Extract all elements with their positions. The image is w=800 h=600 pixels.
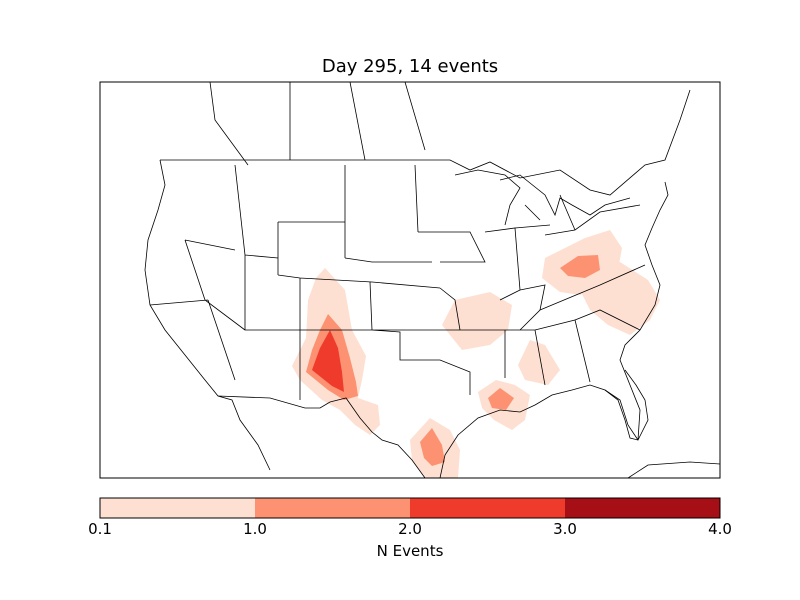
- colorbar-segment-2: [255, 498, 410, 518]
- colorbar-tick: 2.0: [398, 520, 422, 538]
- region-louisiana-core: [488, 388, 514, 410]
- region-nm-peak: [312, 330, 344, 392]
- atlantic-coast: [619, 181, 669, 441]
- colorbar-segment-4: [565, 498, 720, 518]
- colorbar-label: N Events: [376, 542, 444, 560]
- colorbar-tick: 3.0: [553, 520, 577, 538]
- colorbar-tick: 1.0: [243, 520, 267, 538]
- event-contours: [292, 230, 660, 478]
- region-south-texas-core: [420, 428, 445, 466]
- mexico-border: [217, 395, 426, 478]
- state-lines: [149, 164, 646, 400]
- contour-level-3: [312, 330, 344, 392]
- gulf-coast: [439, 384, 639, 478]
- region-arkansas: [442, 292, 512, 350]
- boundaries: [144, 82, 720, 478]
- florida: [604, 369, 649, 441]
- cuba: [627, 461, 720, 478]
- colorbar-frame: [99, 497, 721, 519]
- region-alabama: [518, 340, 560, 385]
- west-coast: [144, 159, 271, 471]
- canada-lines: [209, 82, 426, 166]
- great-lakes: [454, 169, 631, 226]
- colorbar-segment-1: [100, 498, 255, 518]
- colorbar-tick: 0.1: [88, 520, 112, 538]
- colorbar-segment-3: [410, 498, 565, 518]
- us-canada-border: [160, 89, 691, 196]
- map-frame: [99, 81, 721, 479]
- colorbar: [99, 497, 721, 519]
- colorbar-tick: 4.0: [708, 520, 732, 538]
- map-title: Day 295, 14 events: [321, 56, 499, 77]
- region-nc: [580, 260, 660, 335]
- region-wv-core: [560, 255, 600, 278]
